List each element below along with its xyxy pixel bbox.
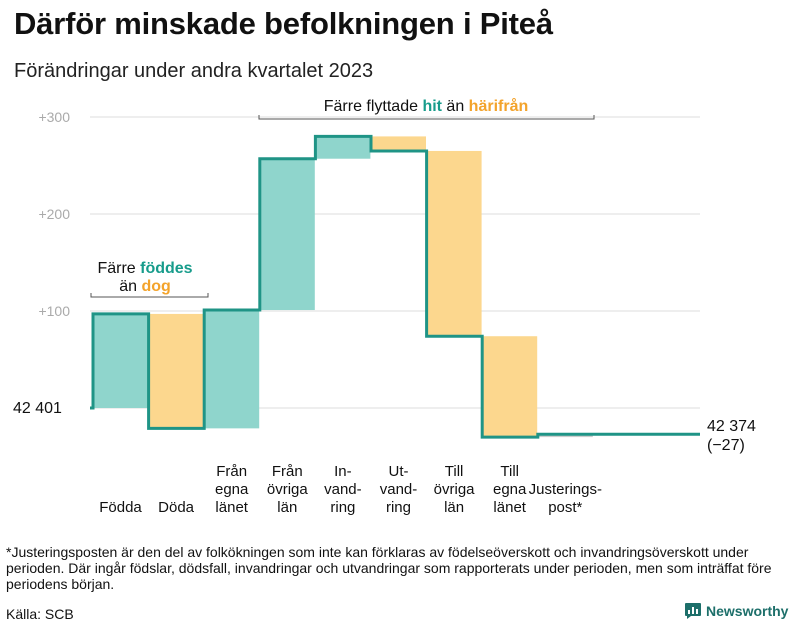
category-label-3-line-2: län — [277, 499, 297, 516]
y-tick-label-1: +200 — [38, 206, 70, 222]
category-label-8-line-1: post* — [548, 499, 582, 516]
bar-7 — [482, 336, 538, 438]
category-label-5-line-0: Ut- — [389, 463, 409, 480]
category-label-6-line-2: län — [444, 499, 464, 516]
bar-5 — [371, 136, 426, 151]
category-label-0-line-0: Födda — [99, 499, 142, 516]
category-label-5: Ut-vand-ring — [380, 463, 418, 516]
category-label-8: Justerings-post* — [529, 481, 602, 516]
category-label-6: Till övriga län — [434, 463, 476, 516]
category-label-7: Till egna länet — [493, 463, 527, 516]
migration-annotation-highlight-hit: hit — [422, 98, 442, 115]
footnote: *Justeringsposten är den del av folkökni… — [6, 544, 772, 592]
category-label-0: Födda — [99, 499, 142, 516]
category-label-6-line-1: övriga — [434, 481, 476, 498]
bar-2 — [204, 310, 260, 429]
category-label-6-line-0: Till — [445, 463, 464, 480]
category-label-7-line-1: egna — [493, 481, 527, 498]
category-label-3: Från övriga län — [267, 463, 309, 516]
chart-subtitle: Förändringar under andra kvartalet 2023 — [14, 60, 374, 82]
births-annotation-highlight: föddes — [140, 260, 193, 277]
migration-annotation-middle: än — [442, 98, 469, 115]
y-tick-label-0: +300 — [38, 109, 70, 125]
category-label-2-line-1: egna — [215, 481, 249, 498]
y-tick-label-2: +100 — [38, 303, 70, 319]
category-label-4: In-vand-ring — [324, 463, 362, 516]
migration-annotation-bracket — [258, 115, 595, 120]
source-label: Källa: SCB — [6, 606, 74, 622]
category-label-1-line-0: Döda — [158, 499, 195, 516]
category-label-4-line-2: ring — [330, 499, 355, 516]
births-annotation-prefix: Färre — [97, 260, 140, 277]
end-value-label: 42 374 (−27) — [707, 418, 756, 454]
births-annotation-line-2: än dog — [119, 278, 171, 295]
newsworthy-logo-icon — [685, 603, 701, 619]
bar-1 — [148, 313, 204, 429]
bar-4 — [315, 136, 371, 159]
category-label-4-line-1: vand- — [324, 481, 362, 498]
category-label-5-line-1: vand- — [380, 481, 418, 498]
bar-0 — [93, 313, 148, 408]
category-label-2-line-2: länet — [215, 499, 248, 516]
brand-logo[interactable]: Newsworthy — [684, 602, 788, 620]
category-label-2-line-0: Från — [216, 463, 247, 480]
category-label-4-line-0: In- — [334, 463, 352, 480]
end-value-line-2: (−27) — [707, 437, 745, 454]
category-label-1: Döda — [158, 499, 195, 516]
deaths-annotation-highlight: dog — [141, 278, 170, 295]
migration-annotation-prefix: Färre flyttade — [324, 98, 423, 115]
migration-annotation-highlight-harifran: härifrån — [469, 97, 529, 115]
bar-3 — [259, 158, 315, 311]
category-label-7-line-2: länet — [493, 499, 526, 516]
category-label-5-line-2: ring — [386, 499, 411, 516]
category-label-3-line-1: övriga — [267, 481, 309, 498]
bar-6 — [426, 150, 482, 337]
births-annotation-bracket — [90, 293, 209, 298]
migration-annotation: Färre flyttade hit än härifrån — [324, 97, 529, 115]
births-annotation-line-1: Färre föddes — [97, 260, 192, 277]
category-label-7-line-0: Till — [500, 463, 519, 480]
category-label-8-line-0: Justerings- — [529, 481, 602, 498]
deaths-annotation-prefix: än — [119, 278, 141, 295]
cumulative-step-line — [90, 134, 700, 439]
category-label-2: Från egna länet — [215, 463, 249, 516]
end-value-line-1: 42 374 — [707, 418, 756, 435]
category-label-3-line-0: Från — [272, 463, 303, 480]
chart-title: Därför minskade befolkningen i Piteå — [14, 6, 553, 41]
start-value-label: 42 401 — [13, 400, 62, 417]
brand-name: Newsworthy — [706, 603, 789, 619]
